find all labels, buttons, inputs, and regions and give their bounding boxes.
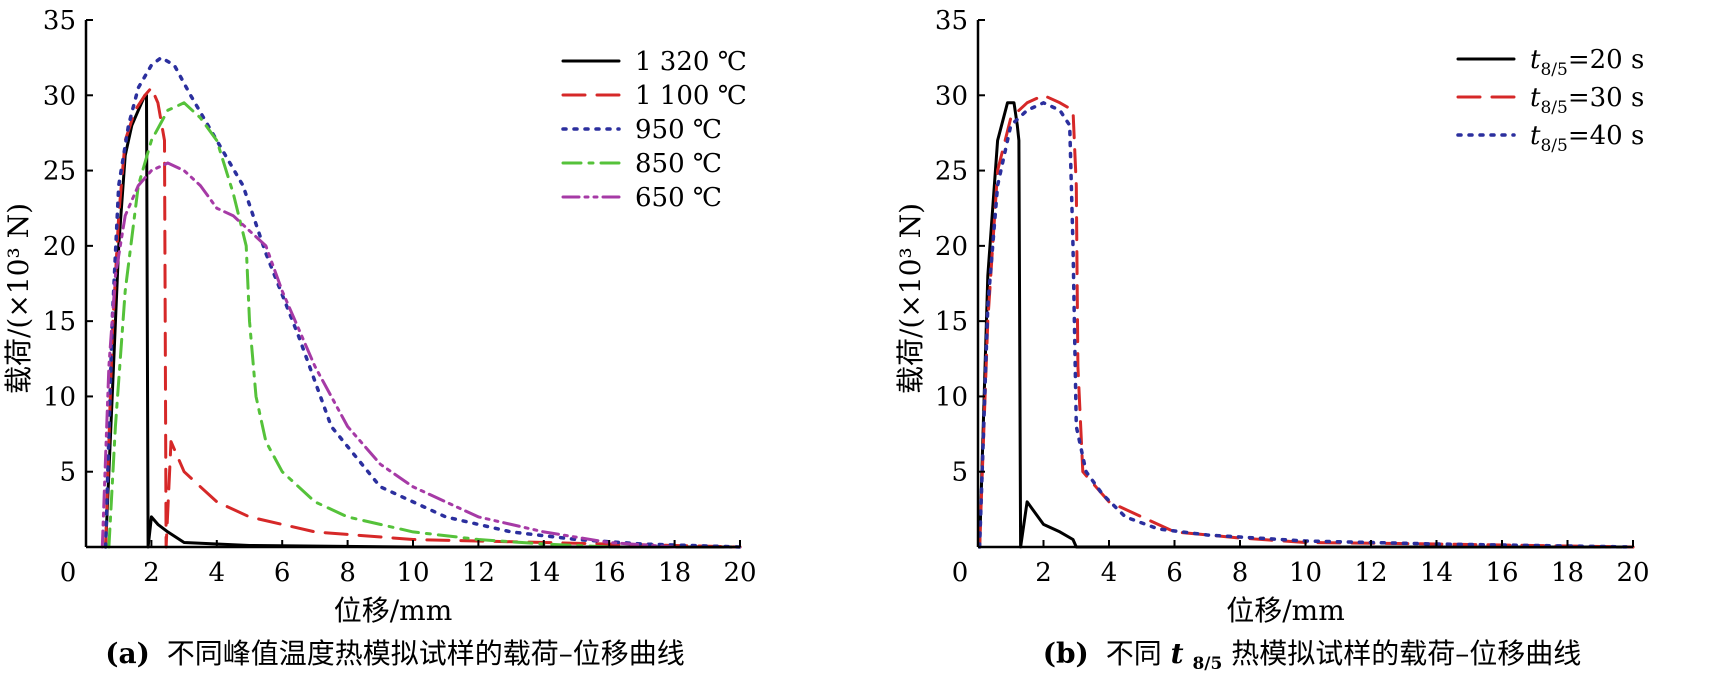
caption-a: (a) 不同峰值温度热模拟试样的载荷–位移曲线 — [105, 637, 685, 670]
x-tick-label: 20 — [1616, 558, 1649, 588]
y-tick-label: 25 — [935, 157, 968, 187]
x-tick-label: 12 — [462, 558, 495, 588]
y-tick-label: 5 — [951, 458, 968, 488]
x-tick-label: 4 — [1101, 558, 1118, 588]
x-tick-label: 18 — [658, 558, 691, 588]
chart-panel-a: 0 2 4 6 8 10 12 14 16 18 20 5 10 15 20 25 30 35 位移/mm 载荷/(×… — [2, 6, 757, 627]
x-tick-label: 20 — [723, 558, 756, 588]
y-tick-label: 20 — [935, 232, 968, 262]
legend-label-5: 650 ℃ — [635, 183, 722, 213]
legend-label-2: t8/5=30 s — [1530, 83, 1644, 118]
x-tick-label: 0 — [952, 558, 969, 588]
legend-label-1: t8/5=20 s — [1530, 45, 1644, 80]
y-tick-label: 35 — [43, 6, 76, 36]
legend-label-3: 950 ℃ — [635, 115, 722, 145]
x-tick-label: 14 — [1420, 558, 1453, 588]
series-line-3 — [103, 55, 742, 549]
y-axis-title: 载荷/(×10³ N) — [894, 203, 927, 394]
legend-label-4: 850 ℃ — [635, 149, 722, 179]
y-tick-label: 10 — [935, 382, 968, 412]
x-tick-label: 2 — [1035, 558, 1052, 588]
x-tick-label: 8 — [339, 558, 356, 588]
y-tick-label: 5 — [59, 458, 76, 488]
y-tick-label: 30 — [43, 81, 76, 111]
x-axis-title: 位移/mm — [334, 594, 453, 627]
legend-label-1: 1 320 ℃ — [635, 47, 747, 77]
x-tick-label: 0 — [60, 558, 77, 588]
x-tick-label: 14 — [527, 558, 560, 588]
y-tick-label: 20 — [43, 232, 76, 262]
chart-panel-b: 0 2 4 6 8 10 12 14 16 18 20 5 10 15 20 25 30 35 位移/mm 载荷/(×… — [894, 6, 1650, 627]
series-line-4 — [107, 101, 611, 549]
caption-b-subscript: 8/5 — [1192, 654, 1222, 674]
y-tick-label: 30 — [935, 81, 968, 111]
x-tick-label: 16 — [593, 558, 626, 588]
x-tick-label: 6 — [274, 558, 291, 588]
x-tick-label: 18 — [1551, 558, 1584, 588]
x-tick-label: 4 — [209, 558, 226, 588]
y-tick-label: 15 — [935, 307, 968, 337]
series-line-2 — [978, 93, 1635, 549]
caption-b-label: (b) — [1043, 637, 1089, 670]
x-tick-label: 6 — [1166, 558, 1183, 588]
y-tick-label: 10 — [43, 382, 76, 412]
x-axis-title: 位移/mm — [1226, 594, 1345, 627]
caption-b-symbol: t — [1171, 637, 1184, 670]
x-tick-label: 16 — [1485, 558, 1518, 588]
y-tick-label: 25 — [43, 157, 76, 187]
y-tick-label: 35 — [935, 6, 968, 36]
legend-label-3: t8/5=40 s — [1530, 121, 1644, 156]
caption-b-text-before: 不同 — [1106, 637, 1162, 670]
caption-a-text: 不同峰值温度热模拟试样的载荷–位移曲线 — [167, 637, 685, 670]
caption-b: (b) 不同 t 8/5 热模拟试样的载荷–位移曲线 — [1043, 637, 1582, 676]
caption-a-label: (a) — [105, 637, 150, 670]
caption-b-text-after: 热模拟试样的载荷–位移曲线 — [1231, 637, 1581, 670]
y-axis-title: 载荷/(×10³ N) — [2, 203, 35, 394]
x-tick-label: 10 — [1289, 558, 1322, 588]
x-tick-label: 2 — [143, 558, 160, 588]
series-line-5 — [100, 161, 677, 549]
y-tick-label: 15 — [43, 307, 76, 337]
x-tick-label: 12 — [1354, 558, 1387, 588]
legend-label-2: 1 100 ℃ — [635, 81, 747, 111]
x-tick-label: 10 — [396, 558, 429, 588]
x-tick-label: 8 — [1232, 558, 1249, 588]
